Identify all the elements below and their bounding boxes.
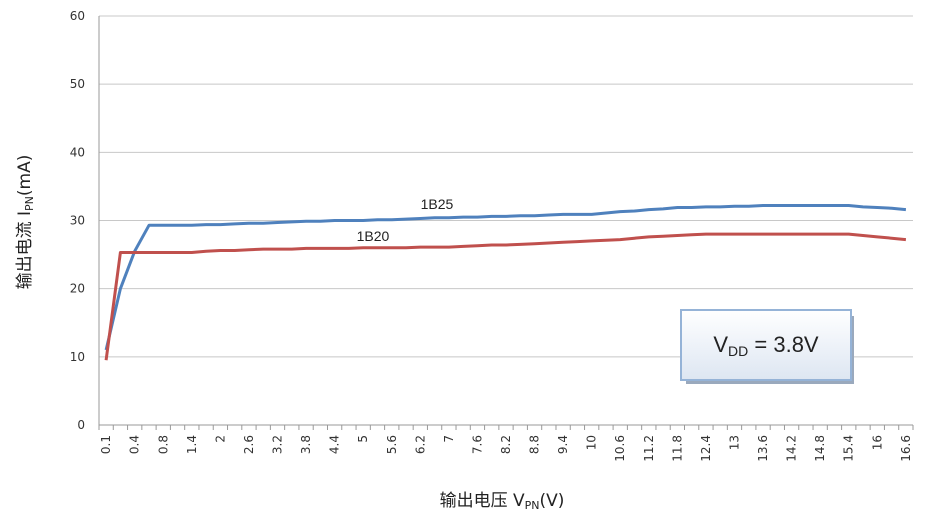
x-tick-label: 5.6 <box>385 435 399 454</box>
x-tick-label: 10.6 <box>613 435 627 462</box>
x-tick-label: 14.2 <box>785 435 799 462</box>
x-tick-label: 12.4 <box>699 435 713 462</box>
x-tick-label: 2.6 <box>242 435 256 454</box>
x-tick-label: 3.8 <box>299 435 313 454</box>
x-tick-label: 4.4 <box>328 435 342 454</box>
x-tick-label: 10 <box>585 435 599 450</box>
x-tick-label: 8.8 <box>528 435 542 454</box>
x-tick-label: 15.4 <box>842 435 856 462</box>
y-tick-label: 50 <box>70 77 85 91</box>
x-axis-label: 输出电压 VPN(V) <box>440 491 565 512</box>
annotation-box <box>680 309 852 381</box>
x-tick-label: 0.1 <box>99 435 113 454</box>
series-label: 1B25 <box>421 196 454 212</box>
x-tick-label: 11.2 <box>642 435 656 462</box>
x-tick-label: 3.2 <box>271 435 285 454</box>
x-tick-label: 11.8 <box>670 435 684 462</box>
x-tick-label: 14.8 <box>813 435 827 462</box>
x-tick-label: 5 <box>356 435 370 443</box>
y-axis-label: 输出电流 IPN(mA) <box>15 155 36 290</box>
y-tick-label: 0 <box>77 418 85 432</box>
x-tick-label: 7.6 <box>470 435 484 454</box>
y-tick-label: 60 <box>70 9 85 23</box>
x-tick-label: 1.4 <box>185 435 199 454</box>
x-tick-label: 16.6 <box>899 435 913 462</box>
y-tick-label: 40 <box>70 145 85 159</box>
x-tick-label: 2 <box>213 435 227 443</box>
x-tick-label: 8.2 <box>499 435 513 454</box>
y-tick-label: 20 <box>70 282 85 296</box>
series-line <box>104 232 907 361</box>
x-tick-label: 7 <box>442 435 456 443</box>
series-label: 1B20 <box>357 228 390 244</box>
x-tick-label: 13 <box>727 435 741 450</box>
y-tick-label: 10 <box>70 350 85 364</box>
x-tick-label: 6.2 <box>413 435 427 454</box>
x-tick-label: 9.4 <box>556 435 570 454</box>
x-tick-label: 0.4 <box>128 435 142 454</box>
x-tick-label: 13.6 <box>756 435 770 462</box>
annotation: VDD = 3.8V <box>713 332 819 359</box>
y-tick-label: 30 <box>70 214 85 228</box>
x-tick-label: 16 <box>870 435 884 450</box>
series-line <box>104 204 907 351</box>
x-tick-label: 0.8 <box>156 435 170 454</box>
plot-area: 0 10 20 30 40 50 60 0.1 0.4 0.8 1.4 2 2.6 3.2 3.8 4.4 5 5… <box>70 9 914 462</box>
